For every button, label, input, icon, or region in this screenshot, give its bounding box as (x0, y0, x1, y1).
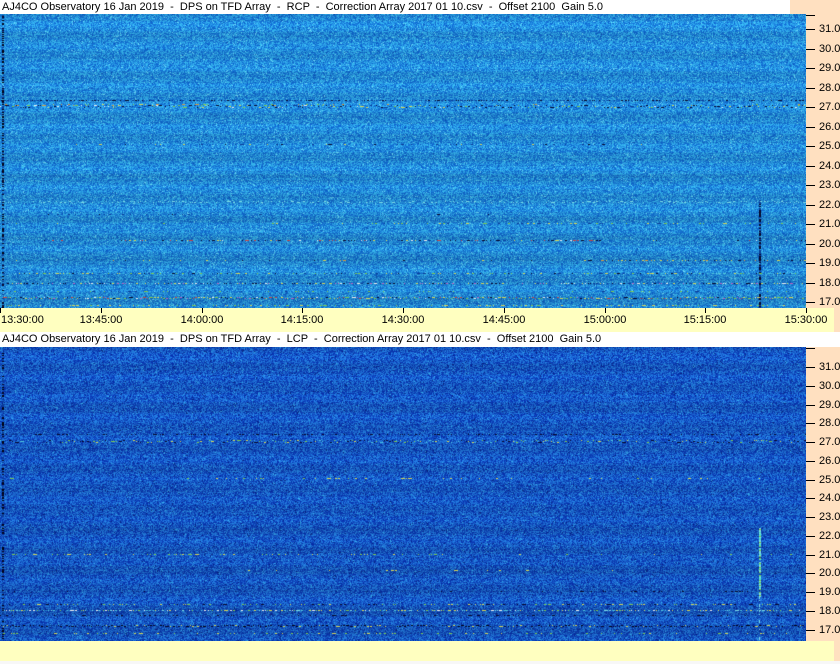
freq-tick (806, 283, 815, 284)
panel-title-rcp: AJ4CO Observatory 16 Jan 2019 - DPS on T… (0, 0, 790, 14)
freq-tick-label: 23.0 (819, 511, 840, 523)
time-tick-label: 14:15:00 (280, 314, 324, 326)
freq-tick-label: 28.0 (819, 417, 840, 429)
freq-tick-label: 21.0 (819, 218, 840, 230)
freq-tick-label: 30.0 (819, 380, 840, 392)
time-tick-label: 13:30:00 (1, 314, 44, 326)
freq-tick-label: 31.0 (819, 361, 840, 373)
freq-tick (806, 367, 815, 368)
time-tick-label: 14:30:00 (381, 314, 425, 326)
freq-tick (806, 442, 815, 443)
time-tick (806, 308, 807, 313)
spectrogram-lcp[interactable] (0, 347, 806, 641)
freq-tick (806, 423, 815, 424)
freq-tick-label: 19.0 (819, 257, 840, 269)
freq-tick-label: 28.0 (819, 82, 840, 94)
time-tick-label: 15:15:00 (683, 314, 727, 326)
freq-tick (806, 630, 815, 631)
freq-axis-top-tick (806, 348, 815, 349)
freq-tick-label: 17.0 (819, 296, 840, 308)
freq-tick-label: 17.0 (819, 624, 840, 636)
freq-tick (806, 166, 815, 167)
time-tick-label: 15:00:00 (583, 314, 627, 326)
freq-tick (806, 185, 815, 186)
time-tick (101, 308, 102, 313)
freq-tick-label: 19.0 (819, 586, 840, 598)
freq-tick (806, 386, 815, 387)
time-tick (504, 308, 505, 313)
freq-tick (806, 461, 815, 462)
freq-tick (806, 107, 815, 108)
freq-tick-label: 29.0 (819, 399, 840, 411)
time-tick-label: 13:45:00 (79, 314, 123, 326)
freq-tick (806, 244, 815, 245)
freq-tick-label: 27.0 (819, 101, 840, 113)
freq-tick-label: 26.0 (819, 121, 840, 133)
freq-tick-label: 22.0 (819, 199, 840, 211)
freq-tick-label: 27.0 (819, 436, 840, 448)
freq-tick-label: 25.0 (819, 140, 840, 152)
freq-tick (806, 68, 815, 69)
freq-tick-label: 18.0 (819, 605, 840, 617)
freq-tick (806, 88, 815, 89)
time-axis-rcp: 13:30:00 13:45:00 14:00:00 14:15:00 14:30:00… (0, 308, 834, 332)
panel-title-lcp: AJ4CO Observatory 16 Jan 2019 - DPS on T… (0, 332, 840, 347)
time-tick (605, 308, 606, 313)
freq-tick (806, 302, 815, 303)
freq-tick (806, 517, 815, 518)
freq-tick (806, 49, 815, 50)
freq-tick-label: 25.0 (819, 474, 840, 486)
time-tick-label: 14:00:00 (180, 314, 224, 326)
freq-tick-label: 21.0 (819, 549, 840, 561)
freq-tick-label: 20.0 (819, 238, 840, 250)
time-tick (302, 308, 303, 313)
freq-tick (806, 611, 815, 612)
freq-tick (806, 146, 815, 147)
freq-tick (806, 263, 815, 264)
freq-tick (806, 205, 815, 206)
freq-tick (806, 536, 815, 537)
freq-tick (806, 127, 815, 128)
window-bottom-edge (0, 661, 840, 664)
freq-tick-label: 29.0 (819, 62, 840, 74)
time-axis-lcp (0, 641, 834, 661)
time-tick (202, 308, 203, 313)
freq-tick-label: 24.0 (819, 160, 840, 172)
freq-tick-label: 23.0 (819, 179, 840, 191)
spectrogram-rcp[interactable] (0, 14, 806, 308)
freq-tick-label: 24.0 (819, 492, 840, 504)
time-tick-label: 15:30:00 (784, 314, 828, 326)
freq-tick (806, 224, 815, 225)
time-tick-label: 14:45:00 (482, 314, 526, 326)
freq-tick-label: 20.0 (819, 567, 840, 579)
freq-tick (806, 480, 815, 481)
freq-tick-label: 22.0 (819, 530, 840, 542)
freq-tick (806, 555, 815, 556)
freq-tick (806, 29, 815, 30)
freq-tick-label: 30.0 (819, 43, 840, 55)
freq-tick (806, 592, 815, 593)
time-tick (403, 308, 404, 313)
freq-tick (806, 405, 815, 406)
time-tick (0, 308, 1, 313)
freq-axis-top-tick (806, 15, 815, 16)
freq-tick (806, 498, 815, 499)
freq-tick-label: 31.0 (819, 23, 840, 35)
time-tick (705, 308, 706, 313)
freq-tick-label: 26.0 (819, 455, 840, 467)
freq-tick (806, 573, 815, 574)
freq-tick-label: 18.0 (819, 277, 840, 289)
